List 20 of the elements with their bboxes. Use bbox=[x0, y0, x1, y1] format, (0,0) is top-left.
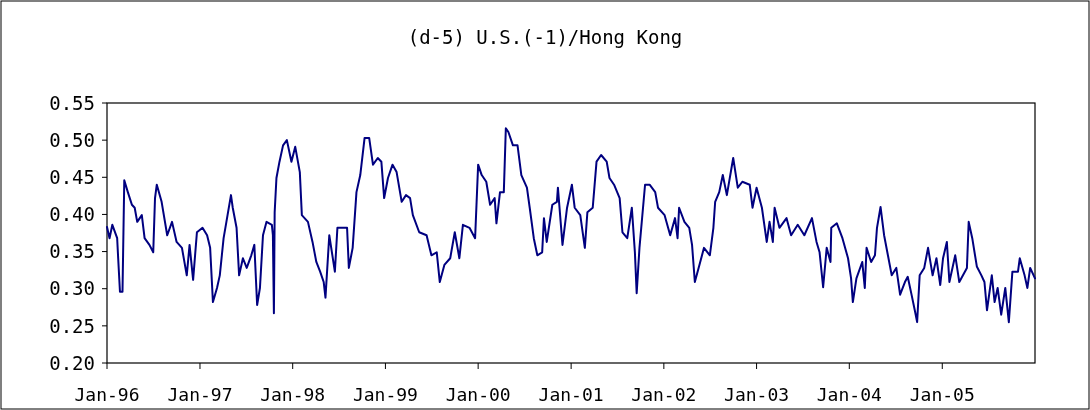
x-tick-label: Jan-96 bbox=[74, 384, 140, 405]
chart-title: (d-5) U.S.(-1)/Hong Kong bbox=[407, 26, 683, 48]
y-tick-label: 0.35 bbox=[49, 240, 95, 263]
x-tick-label: Jan-02 bbox=[631, 384, 697, 405]
x-tick-label: Jan-99 bbox=[352, 384, 418, 405]
x-tick-label: Jan-03 bbox=[724, 384, 790, 405]
x-tick-label: Jan-01 bbox=[538, 384, 604, 405]
y-tick-label: 0.30 bbox=[49, 277, 95, 300]
x-tick-label: Jan-97 bbox=[167, 384, 233, 405]
y-tick-label: 0.45 bbox=[49, 165, 95, 188]
line-series bbox=[106, 127, 1036, 324]
y-tick-label: 0.25 bbox=[49, 314, 95, 337]
y-tick-label: 0.55 bbox=[49, 91, 95, 114]
x-tick-label: Jan-05 bbox=[909, 384, 975, 405]
y-tick-label: 0.50 bbox=[49, 128, 95, 151]
x-tick-label: Jan-98 bbox=[260, 384, 326, 405]
y-tick-label: 0.20 bbox=[49, 351, 95, 374]
x-tick-label: Jan-00 bbox=[445, 384, 511, 405]
x-tick-label: Jan-04 bbox=[816, 384, 882, 405]
y-tick-label: 0.40 bbox=[49, 203, 95, 226]
